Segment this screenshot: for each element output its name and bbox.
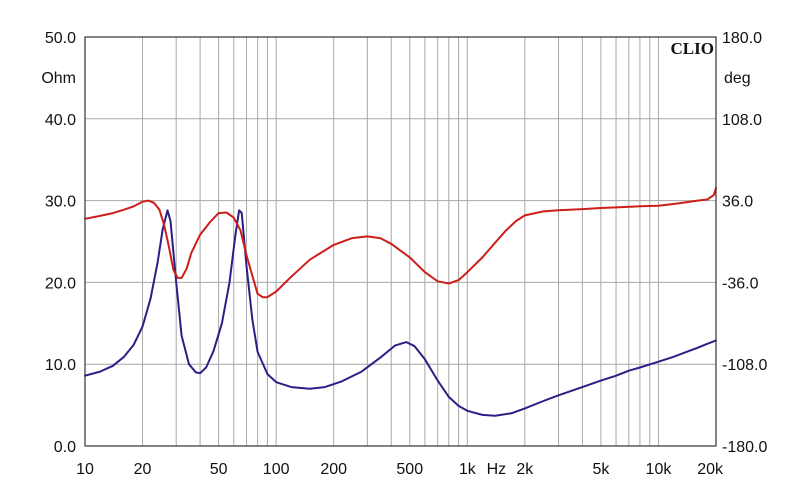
- phase-curve: [84, 187, 717, 299]
- x-tick-label: 500: [396, 461, 423, 478]
- y-left-tick-label: 40.0: [45, 112, 76, 129]
- series-layer: [84, 187, 717, 417]
- y-left-tick-label: 0.0: [54, 439, 76, 456]
- y-left-tick-label: 10.0: [45, 357, 76, 374]
- grid: [85, 37, 716, 446]
- y-left-tick-label: 20.0: [45, 275, 76, 292]
- x-tick-label: 100: [263, 461, 290, 478]
- y-left-tick-label: 50.0: [45, 30, 76, 47]
- y-right-tick-label: -180.0: [722, 439, 767, 456]
- tick-labels: 0.0 10.0 20.0 30.0 40.0 50.0 -180.0 -108.0 -36.0…: [45, 30, 768, 478]
- y-right-tick-label: 36.0: [722, 194, 753, 211]
- x-tick-label: 50: [210, 461, 228, 478]
- y-right-tick-label: -36.0: [722, 275, 759, 292]
- x-tick-label: 20k: [697, 461, 724, 478]
- plot-frame: [84, 36, 717, 447]
- x-tick-label: 10: [76, 461, 94, 478]
- y-left-tick-label: 30.0: [45, 194, 76, 211]
- y-right-tick-label: -108.0: [722, 357, 767, 374]
- y-right-tick-label: 108.0: [722, 112, 762, 129]
- x-tick-label: 200: [320, 461, 347, 478]
- right-axis-unit: deg: [724, 70, 751, 87]
- brand-label: CLIO: [671, 39, 714, 58]
- x-tick-label: 5k: [592, 461, 610, 478]
- impedance-curve: [84, 209, 717, 417]
- x-tick-label: 10k: [646, 461, 673, 478]
- x-tick-label: 2k: [516, 461, 534, 478]
- left-axis-unit: Ohm: [41, 70, 76, 87]
- x-axis-unit: Hz: [487, 461, 507, 478]
- y-right-tick-label: 180.0: [722, 30, 762, 47]
- x-tick-label: 20: [134, 461, 152, 478]
- x-tick-label: 1k: [459, 461, 477, 478]
